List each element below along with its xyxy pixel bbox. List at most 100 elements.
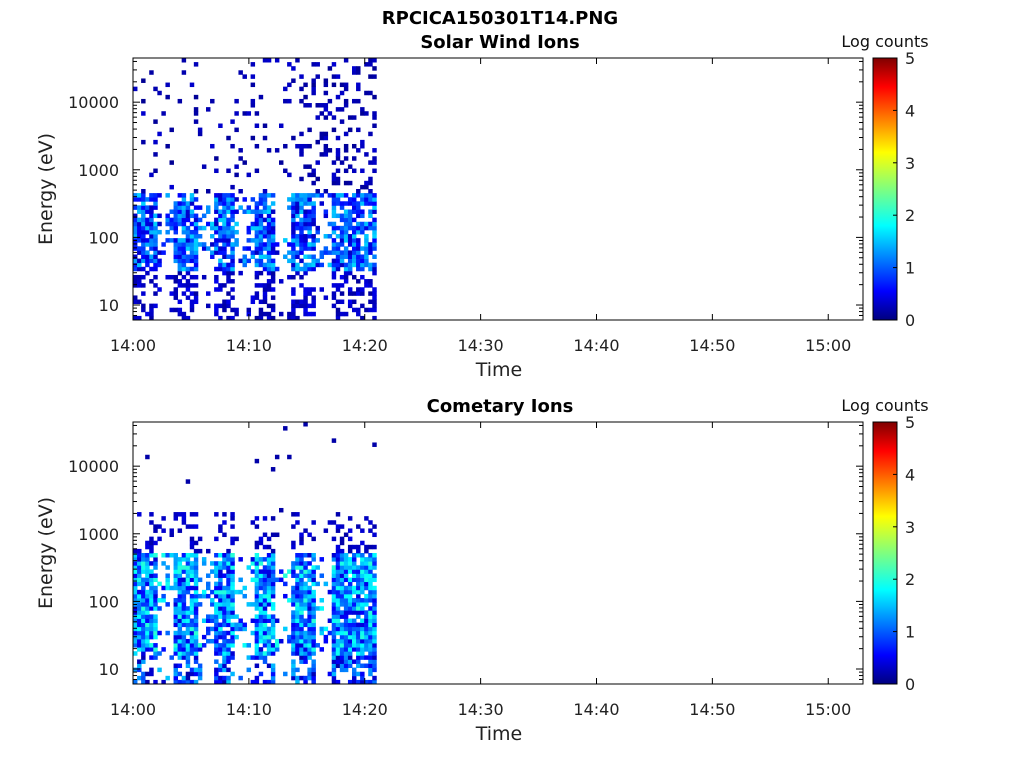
spectrogram-cell — [258, 598, 264, 603]
spectrogram-cell — [165, 602, 170, 607]
spectrogram-cell — [214, 643, 219, 648]
spectrogram-cell — [343, 279, 349, 284]
spectrogram-cell — [299, 532, 304, 538]
spectrogram-cell — [311, 520, 316, 525]
spectrogram-cell — [193, 610, 199, 615]
spectrogram-cell — [368, 520, 373, 525]
spectrogram-cell — [185, 266, 191, 272]
y-tick-label: 10000 — [68, 457, 119, 476]
spectrogram-cell — [137, 283, 142, 288]
spectrogram-cell — [149, 553, 154, 558]
spectrogram-cell — [177, 561, 183, 566]
spectrogram-cell — [299, 606, 304, 611]
spectrogram-cell — [234, 172, 239, 178]
spectrogram-cell — [206, 303, 211, 309]
spectrogram-cell — [157, 193, 162, 198]
spectrogram-cell — [214, 553, 219, 558]
spectrogram-cell — [343, 250, 349, 255]
spectrogram-cell — [364, 246, 369, 251]
spectrogram-cell — [360, 315, 365, 321]
spectrogram-cell — [149, 630, 154, 636]
spectrogram-cell — [343, 246, 349, 251]
spectrogram-cell — [153, 229, 158, 235]
spectrogram-cell — [303, 266, 308, 272]
spectrogram-cell — [177, 622, 183, 628]
spectrogram-cell — [291, 663, 296, 669]
spectrogram-cell — [149, 655, 154, 660]
spectrogram-cell — [254, 234, 260, 239]
spectrogram-cell — [372, 123, 377, 128]
spectrogram-cell — [295, 557, 300, 562]
spectrogram-cell — [145, 622, 150, 628]
spectrogram-cell — [343, 82, 349, 88]
spectrogram-cell — [295, 647, 300, 652]
spectrogram-cell — [295, 622, 300, 628]
spectrogram-cell — [299, 618, 304, 623]
spectrogram-cell — [222, 512, 227, 517]
spectrogram-cell — [250, 577, 256, 583]
spectrogram-cell — [368, 643, 373, 648]
spectrogram-cell — [274, 577, 280, 583]
spectrogram-cell — [222, 647, 227, 652]
spectrogram-cell — [145, 197, 150, 202]
spectrogram-cell — [133, 589, 138, 595]
spectrogram-cell — [149, 536, 154, 542]
spectrogram-cell — [307, 598, 312, 603]
spectrogram-cell — [364, 643, 369, 648]
spectrogram-cell — [189, 638, 195, 644]
spectrogram-cell — [368, 569, 373, 574]
spectrogram-cell — [343, 213, 349, 219]
spectrogram-cell — [177, 279, 183, 284]
spectrogram-cell — [331, 62, 337, 67]
spectrogram-cell — [210, 626, 215, 632]
spectrogram-cell — [206, 107, 211, 112]
spectrogram-cell — [153, 634, 158, 640]
spectrogram-cell — [270, 553, 276, 558]
spectrogram-cell — [149, 238, 154, 243]
spectrogram-cell — [137, 569, 142, 574]
spectrogram-cell — [360, 213, 365, 219]
spectrogram-cell — [185, 630, 191, 636]
spectrogram-cell — [331, 115, 337, 120]
spectrogram-cell — [360, 303, 365, 309]
spectrogram-cell — [335, 254, 341, 259]
spectrogram-cell — [133, 593, 138, 599]
spectrogram-cell — [258, 622, 264, 628]
spectrogram-cell — [226, 659, 231, 664]
spectrogram-cell — [254, 524, 260, 529]
spectrogram-cell — [356, 258, 361, 264]
spectrogram-cell — [258, 242, 264, 247]
spectrogram-cell — [254, 258, 260, 264]
spectrogram-cell — [343, 254, 349, 259]
spectrogram-cell — [185, 647, 191, 652]
spectrogram-cell — [189, 602, 195, 607]
spectrogram-cell — [157, 258, 162, 264]
spectrogram-cell — [266, 553, 272, 558]
spectrogram-cell — [311, 602, 316, 607]
spectrogram-cell — [299, 209, 304, 214]
spectrogram-cell — [189, 651, 195, 656]
spectrogram-cell — [185, 659, 191, 664]
spectrogram-cell — [360, 634, 365, 640]
spectrogram-cell — [258, 630, 264, 636]
spectrogram-cell — [343, 217, 349, 223]
spectrogram-cell — [331, 675, 337, 681]
spectrogram-cell — [291, 667, 296, 673]
spectrogram-cell — [230, 217, 235, 223]
spectrogram-cell — [153, 193, 158, 198]
spectrogram-cell — [189, 643, 195, 648]
spectrogram-cell — [343, 221, 349, 227]
spectrogram-cell — [254, 557, 260, 562]
spectrogram-cell — [189, 671, 195, 677]
spectrogram-cell — [343, 593, 349, 599]
spectrogram-cell — [291, 78, 296, 83]
spectrogram-cell — [331, 679, 337, 685]
spectrogram-cell — [206, 638, 211, 644]
spectrogram-cell — [356, 581, 361, 587]
spectrogram-cell — [335, 553, 341, 558]
spectrogram-cell — [339, 274, 345, 280]
spectrogram-cell — [210, 589, 215, 595]
spectrogram-cell — [311, 242, 316, 247]
spectrogram-cell — [214, 536, 219, 542]
spectrogram-cell — [246, 307, 252, 313]
